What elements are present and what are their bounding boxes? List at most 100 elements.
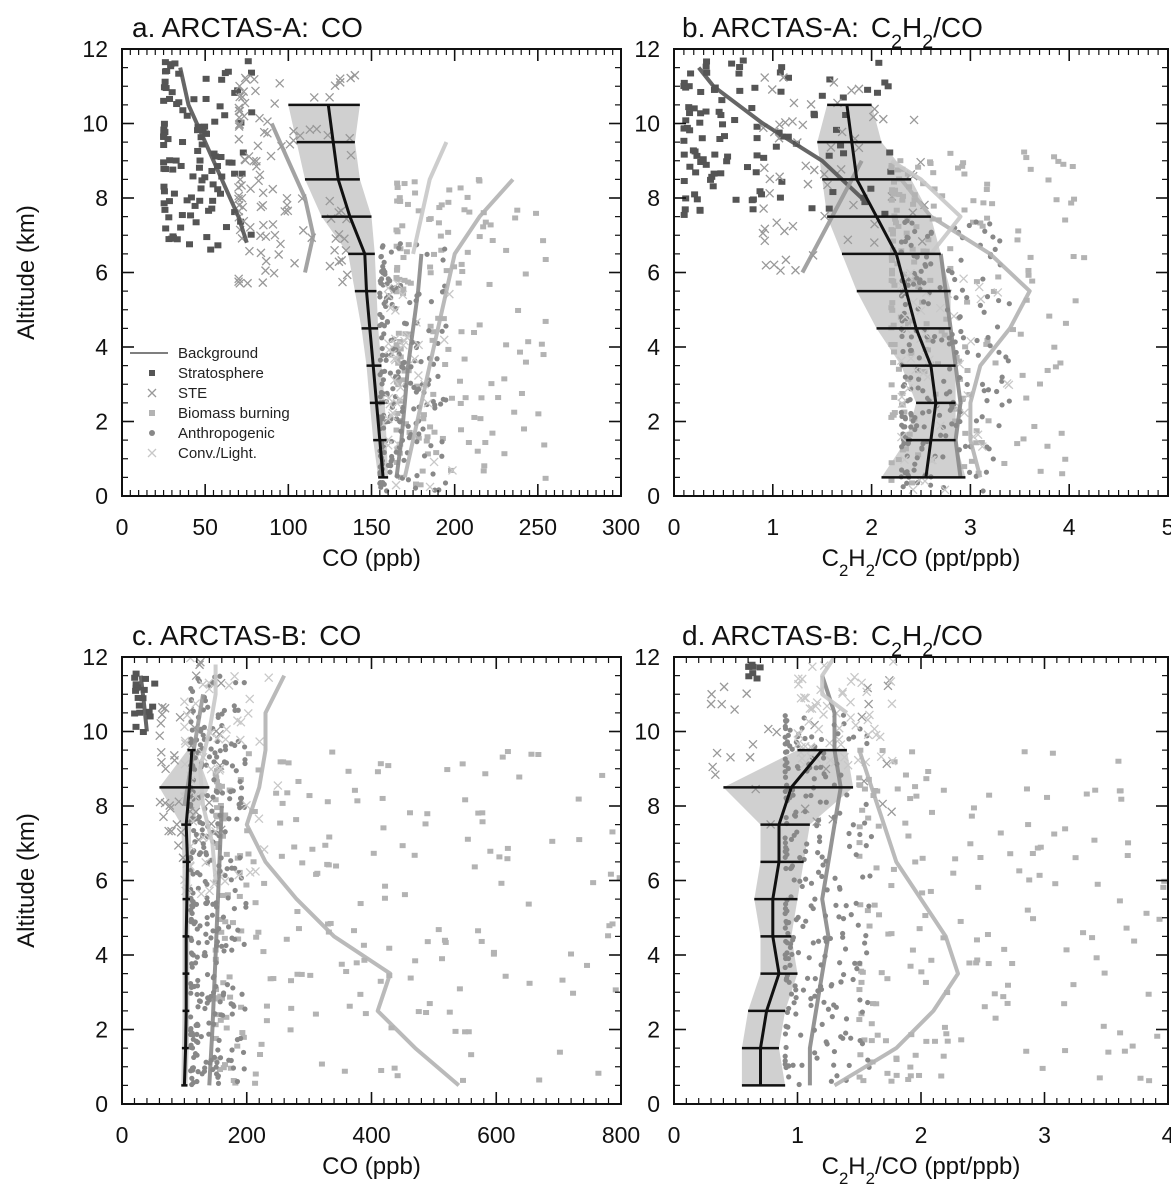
scatter-point xyxy=(792,983,798,989)
scatter-point xyxy=(195,1069,201,1075)
x-tick-label: 0 xyxy=(116,514,129,540)
scatter-point xyxy=(266,151,276,161)
scatter-biomass xyxy=(856,747,1168,1084)
scatter-point xyxy=(782,905,789,912)
scatter-point xyxy=(836,164,846,174)
scatter-point xyxy=(914,455,920,461)
y-tick-label: 0 xyxy=(95,1091,108,1117)
scatter-point xyxy=(790,937,796,943)
scatter-point xyxy=(439,956,446,962)
scatter-point xyxy=(330,81,340,91)
scatter-point xyxy=(952,418,959,424)
scatter-point xyxy=(1025,267,1032,273)
scatter-point xyxy=(188,1027,194,1034)
scatter-point xyxy=(354,798,361,804)
scatter-point xyxy=(199,127,207,134)
scatter-point xyxy=(215,1073,222,1079)
scatter-point xyxy=(1063,947,1070,953)
scatter-point xyxy=(784,759,790,766)
scatter-point xyxy=(378,484,384,490)
scatter-point xyxy=(918,268,924,274)
scatter-point xyxy=(222,872,228,879)
scatter-point xyxy=(962,344,969,350)
scatter-point xyxy=(836,914,842,920)
scatter-point xyxy=(218,76,226,83)
scatter-point xyxy=(161,166,169,173)
scatter-point xyxy=(432,405,438,411)
scatter-point xyxy=(434,356,440,362)
scatter-point xyxy=(814,724,824,734)
scatter-point xyxy=(686,110,694,117)
scatter-point xyxy=(829,981,835,988)
scatter-point xyxy=(228,858,234,864)
scatter-point xyxy=(783,1023,789,1029)
scatter-point xyxy=(1029,851,1036,857)
scatter-point xyxy=(224,68,232,75)
scatter-point xyxy=(204,939,210,946)
scatter-point xyxy=(873,1001,880,1007)
scatter-point xyxy=(208,167,216,174)
scatter-point xyxy=(812,744,818,750)
scatter-point xyxy=(339,234,349,244)
scatter-point xyxy=(920,388,926,394)
scatter-point xyxy=(810,940,816,946)
scatter-point xyxy=(188,981,194,987)
scatter-point xyxy=(783,918,789,925)
scatter-point xyxy=(915,306,921,312)
scatter-point xyxy=(789,863,795,869)
scatter-point xyxy=(797,674,807,684)
scatter-point xyxy=(864,950,870,956)
scatter-point xyxy=(890,191,897,197)
scatter-anthropogenic xyxy=(377,241,449,494)
legend-square-symbol xyxy=(149,410,155,416)
scatter-point xyxy=(894,167,901,173)
scatter-point xyxy=(464,836,471,842)
scatter-point xyxy=(820,862,826,868)
scatter-point xyxy=(213,733,223,743)
y-tick-label: 2 xyxy=(647,1017,660,1043)
scatter-point xyxy=(712,748,722,758)
scatter-point xyxy=(435,927,442,933)
scatter-point xyxy=(907,347,914,354)
scatter-point xyxy=(235,936,242,942)
scatter-point xyxy=(825,755,835,765)
scatter-point xyxy=(838,687,848,697)
scatter-point xyxy=(680,83,688,90)
scatter-point xyxy=(784,133,792,140)
scatter-point xyxy=(238,92,247,102)
scatter-point xyxy=(468,1052,475,1058)
scatter-point xyxy=(429,457,439,467)
scatter-point xyxy=(141,675,149,682)
scatter-point xyxy=(522,271,529,277)
scatter-point xyxy=(982,228,988,234)
scatter-point xyxy=(983,469,990,475)
scatter-point xyxy=(325,92,335,102)
scatter-point xyxy=(848,912,854,918)
scatter-point xyxy=(691,191,699,198)
scatter-point xyxy=(878,114,888,124)
scatter-point xyxy=(190,789,196,795)
scatter-point xyxy=(238,785,245,791)
x-tick-label: 800 xyxy=(602,1122,640,1148)
scatter-point xyxy=(867,185,875,192)
scatter-point xyxy=(334,208,344,217)
scatter-point xyxy=(385,303,395,313)
scatter-point xyxy=(541,442,548,448)
scatter-point xyxy=(1156,916,1163,922)
scatter-point xyxy=(528,751,535,757)
scatter-point xyxy=(1070,254,1077,260)
scatter-point xyxy=(753,152,761,159)
scatter-point xyxy=(888,931,895,937)
scatter-point xyxy=(570,990,577,996)
scatter-point xyxy=(919,855,926,861)
scatter-point xyxy=(846,697,855,707)
scatter-point xyxy=(850,822,856,828)
scatter-point xyxy=(204,899,211,905)
y-tick-label: 0 xyxy=(647,483,660,509)
scatter-point xyxy=(461,356,468,362)
scatter-point xyxy=(204,921,210,927)
scatter-point xyxy=(488,381,495,387)
scatter-point xyxy=(388,408,398,418)
scatter-point xyxy=(852,960,858,966)
scatter-point xyxy=(916,355,922,361)
